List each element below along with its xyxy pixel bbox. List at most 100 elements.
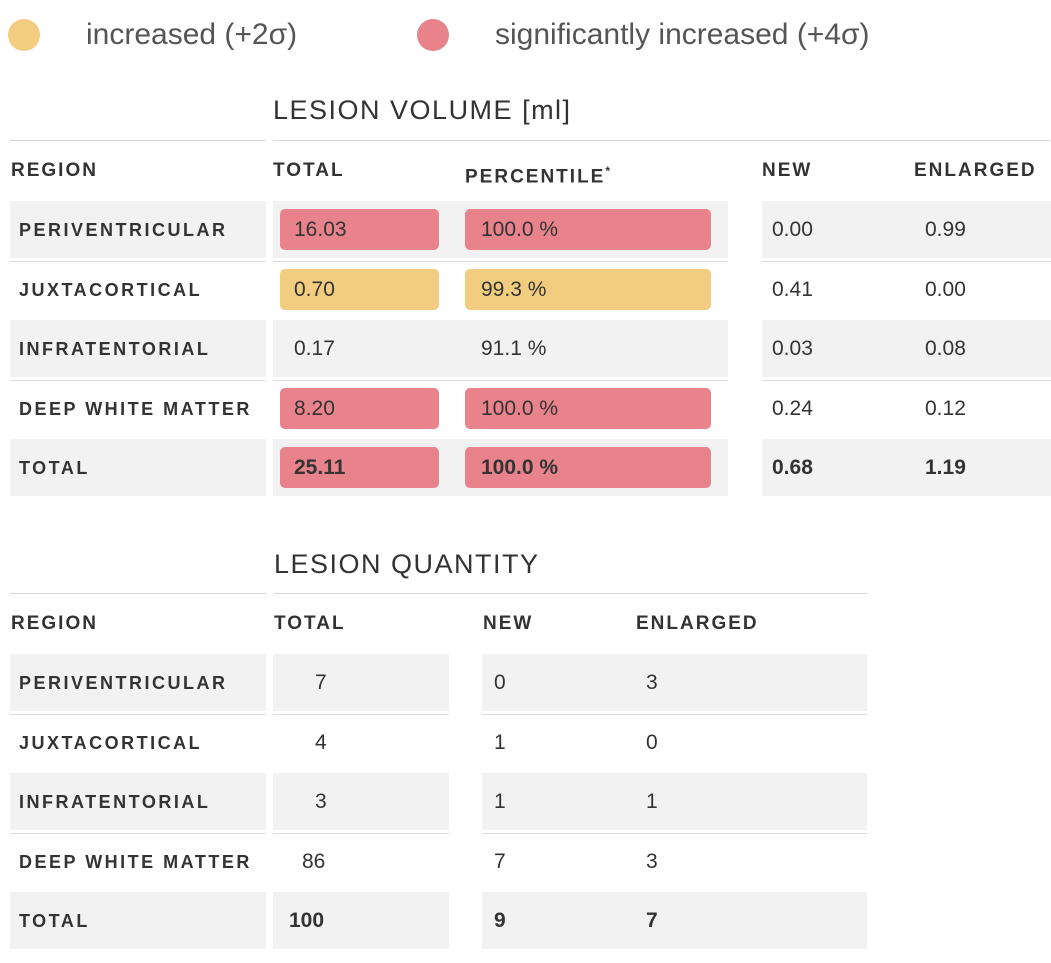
increased-dot-icon bbox=[8, 19, 40, 51]
region-label: JUXTACORTICAL bbox=[19, 279, 203, 300]
total-value: 86 bbox=[302, 849, 326, 873]
change-cell bbox=[762, 379, 1051, 438]
percentile-value: 100.0 % bbox=[481, 396, 559, 420]
enlarged-value: 0.99 bbox=[925, 218, 966, 241]
change-cell bbox=[482, 654, 867, 711]
region-label: JUXTACORTICAL bbox=[19, 732, 203, 753]
new-value: 1 bbox=[494, 730, 506, 754]
new-value: 0.68 bbox=[772, 456, 813, 479]
percentile-footnote-mark: * bbox=[605, 164, 611, 178]
region-label: TOTAL bbox=[19, 458, 90, 478]
change-cell bbox=[482, 713, 867, 772]
region-cell bbox=[10, 439, 266, 496]
region-label: TOTAL bbox=[19, 911, 90, 931]
percentile-value: 99.3 % bbox=[481, 277, 547, 301]
column-header-new: NEW bbox=[483, 613, 534, 634]
change-cell bbox=[762, 439, 1051, 496]
enlarged-value: 0.12 bbox=[925, 396, 966, 420]
change-cell bbox=[762, 201, 1051, 258]
new-value: 0.41 bbox=[772, 277, 813, 301]
enlarged-value: 0.08 bbox=[925, 337, 966, 360]
divider bbox=[10, 593, 266, 594]
lesion-quantity-title: LESION QUANTITY bbox=[274, 549, 540, 579]
lesion-volume-title: LESION VOLUME [ml] bbox=[273, 95, 572, 125]
region-label: PERIVENTRICULAR bbox=[19, 220, 228, 240]
total-cell bbox=[273, 654, 449, 711]
total-value: 0.70 bbox=[294, 277, 335, 301]
enlarged-value: 3 bbox=[646, 671, 658, 694]
total-highlight bbox=[280, 209, 439, 250]
total-highlight bbox=[280, 268, 439, 310]
change-cell bbox=[762, 320, 1051, 377]
column-header-total: TOTAL bbox=[273, 160, 345, 181]
new-value: 0 bbox=[494, 671, 506, 694]
percentile-highlight bbox=[465, 268, 711, 310]
volume-cell bbox=[273, 379, 728, 438]
change-cell bbox=[482, 773, 867, 830]
enlarged-value: 0 bbox=[646, 730, 658, 754]
total-value: 3 bbox=[315, 790, 327, 813]
divider bbox=[10, 140, 266, 141]
total-highlight bbox=[280, 387, 439, 429]
column-header-enlarged: ENLARGED bbox=[636, 613, 759, 634]
new-value: 7 bbox=[494, 849, 506, 873]
total-highlight bbox=[280, 447, 439, 488]
region-cell bbox=[10, 654, 266, 711]
region-cell bbox=[10, 320, 266, 377]
region-label: DEEP WHITE MATTER bbox=[19, 398, 252, 419]
region-cell bbox=[10, 773, 266, 830]
column-header-region: REGION bbox=[11, 160, 98, 181]
change-cell bbox=[482, 892, 867, 949]
column-header-enlarged: ENLARGED bbox=[914, 160, 1037, 181]
region-label: PERIVENTRICULAR bbox=[19, 673, 228, 693]
enlarged-value: 1 bbox=[646, 790, 658, 813]
volume-cell bbox=[273, 260, 728, 319]
percentile-highlight bbox=[465, 209, 711, 250]
region-label: INFRATENTORIAL bbox=[19, 792, 211, 812]
enlarged-value: 0.00 bbox=[925, 277, 966, 301]
legend-significantly-increased-label: significantly increased (+4σ) bbox=[495, 18, 870, 51]
region-cell bbox=[10, 201, 266, 258]
new-value: 0.24 bbox=[772, 396, 813, 420]
region-label: INFRATENTORIAL bbox=[19, 339, 211, 359]
significantly-increased-dot-icon bbox=[417, 19, 449, 51]
region-cell bbox=[10, 713, 266, 772]
percentile-value: 100.0 % bbox=[481, 456, 559, 479]
enlarged-value: 3 bbox=[646, 849, 658, 873]
change-cell bbox=[482, 832, 867, 891]
total-cell bbox=[273, 832, 449, 891]
enlarged-value: 1.19 bbox=[925, 456, 966, 479]
percentile-value: 91.1 % bbox=[481, 337, 547, 360]
column-header-region: REGION bbox=[11, 613, 98, 634]
column-header-total: TOTAL bbox=[274, 613, 346, 634]
total-cell bbox=[273, 713, 449, 772]
new-value: 1 bbox=[494, 790, 506, 813]
new-value: 0.03 bbox=[772, 337, 813, 360]
volume-cell bbox=[273, 320, 728, 377]
total-cell bbox=[273, 892, 449, 949]
region-cell bbox=[10, 892, 266, 949]
region-cell bbox=[10, 260, 266, 319]
change-cell bbox=[762, 260, 1051, 319]
percentile-value: 100.0 % bbox=[481, 218, 559, 241]
region-cell bbox=[10, 832, 266, 891]
percentile-highlight bbox=[465, 387, 711, 429]
total-value: 16.03 bbox=[294, 218, 347, 241]
total-value: 100 bbox=[289, 909, 325, 932]
total-cell bbox=[273, 773, 449, 830]
enlarged-value: 7 bbox=[646, 909, 658, 932]
total-value: 4 bbox=[315, 730, 327, 754]
column-header-new: NEW bbox=[762, 160, 813, 181]
column-header-percentile: PERCENTILE* bbox=[465, 159, 610, 189]
total-value: 7 bbox=[315, 671, 327, 694]
divider bbox=[274, 593, 867, 594]
divider bbox=[273, 140, 1050, 141]
region-cell bbox=[10, 379, 266, 438]
new-value: 9 bbox=[494, 909, 506, 932]
region-label: DEEP WHITE MATTER bbox=[19, 851, 252, 872]
total-value: 25.11 bbox=[294, 456, 346, 479]
total-value: 0.17 bbox=[294, 337, 335, 360]
column-header-percentile-label: PERCENTILE bbox=[465, 166, 606, 188]
total-value: 8.20 bbox=[294, 396, 335, 420]
legend-increased-label: increased (+2σ) bbox=[86, 18, 298, 51]
